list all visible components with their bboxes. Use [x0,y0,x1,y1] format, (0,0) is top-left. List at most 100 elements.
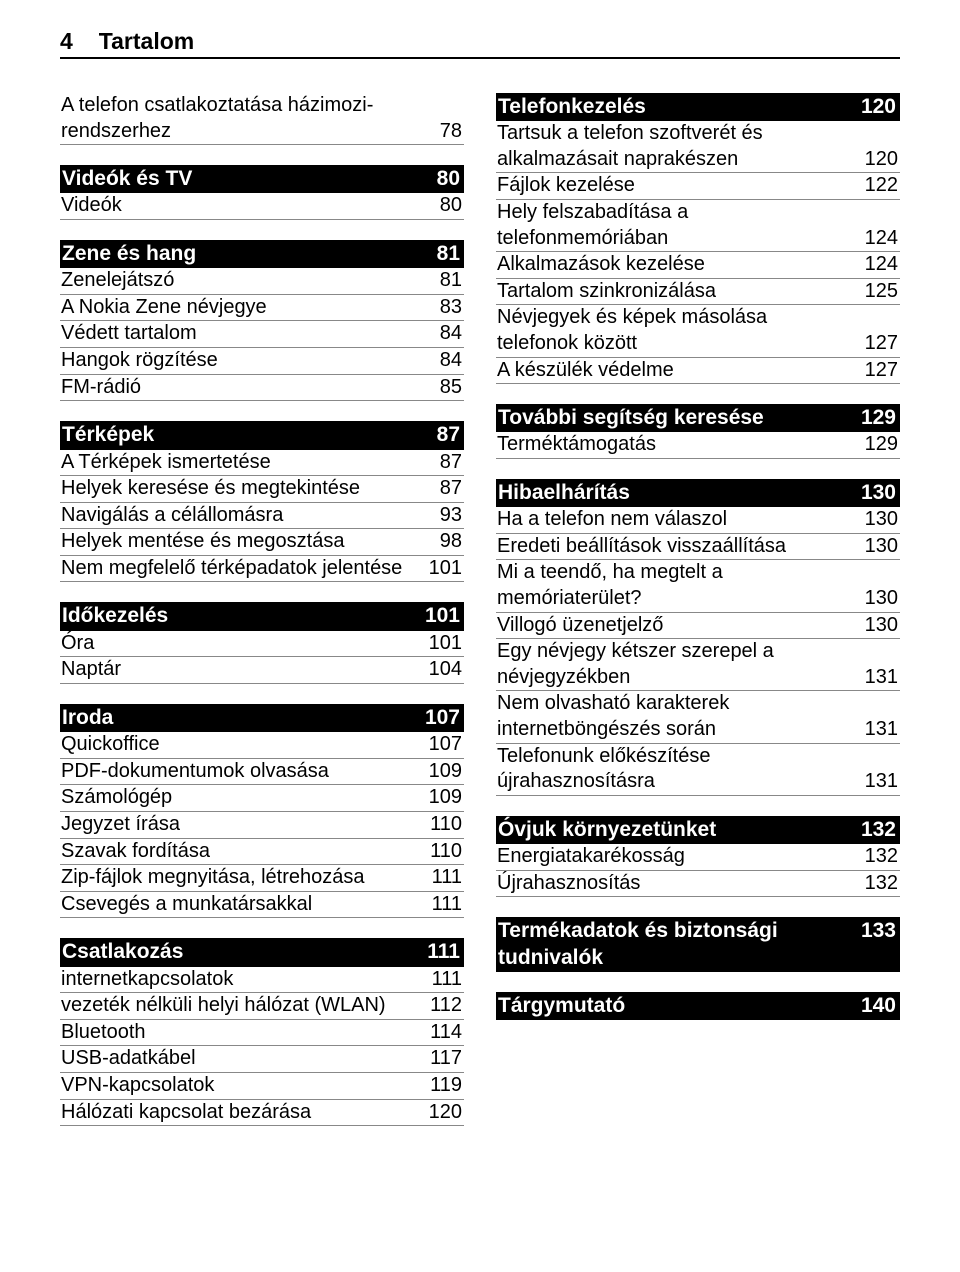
toc-entry-label: FM-rádió [61,375,418,401]
section-heading[interactable]: Térképek87 [60,421,464,449]
toc-entry-label: USB-adatkábel [61,1046,418,1072]
section-heading-page: 87 [437,422,460,448]
toc-entry[interactable]: Szavak fordítása110 [60,839,464,866]
section-heading[interactable]: Óvjuk környezetünket 132 [496,816,900,844]
toc-entry-label: A Térképek ismertetése [61,450,418,476]
toc-entry[interactable]: Bluetooth114 [60,1020,464,1047]
toc-entry-page: 130 [854,586,898,612]
section-heading[interactable]: Csatlakozás111 [60,938,464,966]
section-heading[interactable]: Tárgymutató140 [496,992,900,1020]
toc-entry[interactable]: A Térképek ismertetése87 [60,450,464,477]
section-heading-label: Óvjuk környezetünket [498,817,716,843]
toc-entry-label: Védett tartalom [61,321,418,347]
toc-section: Csatlakozás111internetkapcsolatok111veze… [60,938,464,1126]
toc-entry-label: Csevegés a munkatársakkal [61,892,418,918]
toc-entry[interactable]: Videók80 [60,193,464,220]
toc-entry[interactable]: Navigálás a célállomásra93 [60,503,464,530]
toc-section: Iroda107Quickoffice107PDF-dokumentumok o… [60,704,464,918]
toc-entry-page: 114 [418,1020,462,1046]
toc-entry[interactable]: Csevegés a munkatársakkal111 [60,892,464,919]
toc-entry[interactable]: vezeték nélküli helyi hálózat (WLAN)112 [60,993,464,1020]
section-heading[interactable]: Telefonkezelés120 [496,93,900,121]
toc-entry-page: 93 [418,503,462,529]
toc-entry[interactable]: Mi a teendő, ha megtelt a memóriaterület… [496,560,900,612]
toc-section: A telefon csatlakoztatása házimozi-rends… [60,93,464,145]
toc-entry[interactable]: internetkapcsolatok111 [60,967,464,994]
section-heading-page: 129 [861,405,896,431]
toc-entry[interactable]: Fájlok kezelése122 [496,173,900,200]
toc-entry[interactable]: PDF-dokumentumok olvasása109 [60,759,464,786]
toc-entry[interactable]: USB-adatkábel117 [60,1046,464,1073]
section-heading-label: Iroda [62,705,113,731]
toc-entry[interactable]: Tartsuk a telefon szoftverét és alkalmaz… [496,121,900,173]
toc-entry-page: 117 [418,1046,462,1072]
toc-entry[interactable]: Óra101 [60,631,464,658]
toc-entry-label: Helyek mentése és megosztása [61,529,418,555]
section-heading-label: Telefonkezelés [498,94,646,120]
toc-entry[interactable]: Alkalmazások kezelése124 [496,252,900,279]
toc-entry-page: 87 [418,450,462,476]
toc-entry-page: 84 [418,348,462,374]
section-heading[interactable]: Zene és hang81 [60,240,464,268]
toc-entry[interactable]: Telefonunk előkészítése újrahasznosításr… [496,744,900,796]
toc-entry-page: 132 [854,871,898,897]
section-heading-page: 101 [425,603,460,629]
toc-entry-page: 131 [854,769,898,795]
toc-section: További segítség keresése129Terméktámoga… [496,404,900,459]
toc-entry[interactable]: Ha a telefon nem válaszol130 [496,507,900,534]
toc-entry[interactable]: Eredeti beállítások visszaállítása130 [496,534,900,561]
toc-entry-label: Névjegyek és képek másolása telefonok kö… [497,305,854,356]
toc-section: Videók és TV80Videók80 [60,165,464,220]
toc-entry-page: 129 [854,432,898,458]
toc-entry[interactable]: FM-rádió85 [60,375,464,402]
toc-entry-page: 78 [418,119,462,145]
section-heading[interactable]: Videók és TV80 [60,165,464,193]
toc-entry[interactable]: Számológép109 [60,785,464,812]
toc-entry[interactable]: A telefon csatlakoztatása házimozi-rends… [60,93,464,145]
toc-entry[interactable]: Tartalom szinkronizálása125 [496,279,900,306]
page-number: 4 [60,28,73,55]
toc-entry[interactable]: Terméktámogatás129 [496,432,900,459]
toc-entry[interactable]: A készülék védelme127 [496,358,900,385]
toc-entry[interactable]: Egy névjegy kétszer szerepel a névjegyzé… [496,639,900,691]
toc-entry[interactable]: Zenelejátszó81 [60,268,464,295]
toc-entry-page: 124 [854,252,898,278]
toc-entry[interactable]: Hely felszabadítása a telefonmemóriában1… [496,200,900,252]
toc-entry[interactable]: Energiatakarékosság132 [496,844,900,871]
section-heading-page: 132 [861,817,896,843]
toc-entry-page: 112 [418,993,462,1019]
toc-section: Térképek87A Térképek ismertetése87Helyek… [60,421,464,582]
toc-entry[interactable]: Nem olvasható karakterek internetböngész… [496,691,900,743]
section-heading-page: 81 [437,241,460,267]
toc-entry[interactable]: Hálózati kapcsolat bezárása120 [60,1100,464,1127]
toc-entry[interactable]: Névjegyek és képek másolása telefonok kö… [496,305,900,357]
section-heading-label: Termékadatok és biztonsági tudnivalók [498,918,861,971]
toc-entry[interactable]: Nem megfelelő térképadatok jelentése101 [60,556,464,583]
toc-entry[interactable]: Villogó üzenetjelző130 [496,613,900,640]
toc-entry[interactable]: Zip-fájlok megnyitása, létrehozása111 [60,865,464,892]
section-heading[interactable]: Iroda107 [60,704,464,732]
toc-entry[interactable]: Quickoffice107 [60,732,464,759]
toc-entry[interactable]: Védett tartalom84 [60,321,464,348]
toc-entry-label: Villogó üzenetjelző [497,613,854,639]
toc-entry[interactable]: Naptár104 [60,657,464,684]
section-heading[interactable]: Hibaelhárítás130 [496,479,900,507]
toc-entry[interactable]: Helyek keresése és megtekintése87 [60,476,464,503]
toc-section: Óvjuk környezetünket 132Energiatakarékoss… [496,816,900,897]
toc-entry-label: A Nokia Zene névjegye [61,295,418,321]
toc-entry-label: Számológép [61,785,418,811]
toc-entry[interactable]: Újrahasznosítás132 [496,871,900,898]
toc-entry[interactable]: Jegyzet írása110 [60,812,464,839]
toc-entry-page: 101 [418,556,462,582]
section-heading[interactable]: További segítség keresése129 [496,404,900,432]
toc-entry-page: 111 [418,865,462,891]
section-heading-page: 133 [861,918,896,971]
toc-entry[interactable]: Helyek mentése és megosztása98 [60,529,464,556]
section-heading[interactable]: Időkezelés101 [60,602,464,630]
toc-entry[interactable]: A Nokia Zene névjegye83 [60,295,464,322]
toc-entry-page: 130 [854,507,898,533]
toc-entry-page: 127 [854,358,898,384]
section-heading[interactable]: Termékadatok és biztonsági tudnivalók133 [496,917,900,972]
toc-entry[interactable]: VPN-kapcsolatok119 [60,1073,464,1100]
toc-entry[interactable]: Hangok rögzítése84 [60,348,464,375]
